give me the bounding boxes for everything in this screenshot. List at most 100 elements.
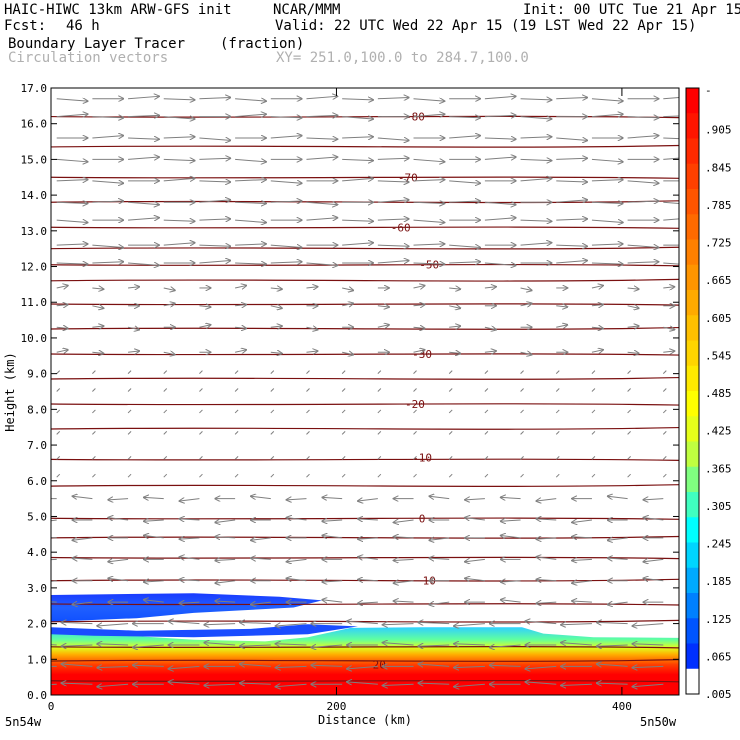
- colorbar-frame: [685, 87, 700, 695]
- wind-vector: [429, 602, 450, 604]
- wind-vector: [341, 455, 346, 460]
- wind-vector: [306, 388, 310, 392]
- wind-vector: [306, 409, 310, 414]
- wind-vector: [644, 518, 664, 520]
- wind-vector: [633, 644, 664, 645]
- wind-vector: [377, 138, 409, 140]
- wind-vector: [199, 455, 203, 460]
- wind-vector: [215, 601, 236, 602]
- wind-vector: [377, 409, 382, 414]
- wind-vector: [270, 430, 275, 435]
- wind-vector: [525, 666, 557, 668]
- wind-vector: [413, 263, 445, 264]
- wind-vector: [341, 430, 346, 435]
- colorbar-label: .905: [705, 124, 732, 137]
- wind-vector: [591, 220, 623, 222]
- wind-vector: [608, 496, 628, 498]
- wind-vector: [644, 578, 664, 580]
- wind-vector: [454, 684, 485, 686]
- wind-vector: [413, 370, 417, 375]
- wind-vector: [163, 288, 175, 290]
- wind-vector: [127, 388, 132, 392]
- wind-vector: [536, 519, 557, 520]
- wind-vector: [341, 473, 346, 478]
- wind-vector: [377, 200, 409, 202]
- wind-vector: [270, 288, 282, 289]
- wind-vector: [199, 370, 203, 375]
- wind-vector: [358, 602, 378, 603]
- wind-vector: [163, 159, 195, 160]
- wind-vector: [556, 219, 587, 220]
- wind-vector: [484, 96, 516, 98]
- contour-line: [51, 603, 679, 606]
- wind-vector: [591, 263, 623, 264]
- wind-vector: [306, 430, 310, 435]
- wind-vector: [556, 306, 567, 307]
- wind-vector: [608, 538, 628, 540]
- wind-vector: [287, 518, 307, 520]
- wind-vector: [180, 538, 200, 539]
- wind-vector: [144, 581, 164, 582]
- y-tick-label: 2.0: [27, 618, 47, 631]
- wind-vector: [556, 158, 587, 159]
- wind-vector: [418, 664, 450, 666]
- wind-vector: [180, 580, 200, 581]
- plot-frame: [50, 87, 680, 696]
- wind-vector: [662, 388, 667, 392]
- wind-vector: [92, 201, 123, 202]
- wind-vector: [92, 181, 123, 183]
- y-tick-label: 6.0: [27, 475, 47, 488]
- wind-vector: [92, 455, 96, 460]
- wind-vector: [306, 455, 310, 460]
- wind-vector: [235, 180, 266, 181]
- wind-vector: [627, 245, 659, 247]
- wind-vector: [235, 244, 266, 245]
- wind-vector: [383, 643, 414, 645]
- wind-vector: [97, 624, 129, 626]
- wind-vector: [627, 288, 639, 289]
- wind-vector: [454, 644, 485, 645]
- wind-vector: [597, 645, 628, 646]
- wind-vector: [235, 327, 246, 328]
- wind-vector: [235, 99, 266, 101]
- wind-vector: [448, 430, 453, 435]
- wind-vector: [341, 370, 346, 375]
- wind-vector: [501, 581, 521, 582]
- wind-vector: [73, 496, 93, 498]
- colorbar-label: .005: [705, 688, 732, 701]
- wind-vector: [413, 180, 445, 181]
- wind-vector: [627, 326, 639, 327]
- wind-vector: [128, 138, 159, 139]
- wind-vector: [306, 351, 317, 352]
- wind-vector: [306, 263, 337, 265]
- colorbar-swatch: [686, 542, 699, 569]
- contour-line: [51, 619, 679, 623]
- wind-vector: [520, 243, 552, 245]
- wind-vector: [663, 287, 674, 288]
- wind-vector: [591, 455, 596, 460]
- wind-vector: [501, 535, 521, 537]
- colorbar-label: .665: [705, 274, 732, 287]
- wind-vector: [92, 352, 103, 353]
- wind-vector: [377, 473, 382, 478]
- wind-vector: [418, 683, 450, 684]
- wind-vector: [234, 473, 239, 478]
- wind-vector: [484, 455, 489, 460]
- wind-vector: [62, 622, 93, 623]
- wind-vector: [556, 245, 587, 246]
- wind-vector: [270, 306, 282, 308]
- y-tick-label: 4.0: [27, 546, 47, 559]
- colorbar: - .905 .845 .785 .725 .665 .605 .545 .485 .425 .36…: [685, 84, 732, 701]
- colorbar-swatch: [686, 441, 699, 468]
- wind-vector: [342, 352, 353, 354]
- wind-vector: [633, 684, 664, 686]
- wind-vector: [520, 303, 532, 305]
- contour-line: [51, 176, 679, 179]
- wind-vector: [133, 645, 164, 647]
- wind-vector: [306, 138, 337, 139]
- wind-vector: [383, 684, 414, 685]
- wind-vector: [97, 684, 129, 686]
- wind-vector: [627, 181, 659, 183]
- wind-vector: [377, 261, 409, 263]
- wind-vector: [56, 430, 61, 435]
